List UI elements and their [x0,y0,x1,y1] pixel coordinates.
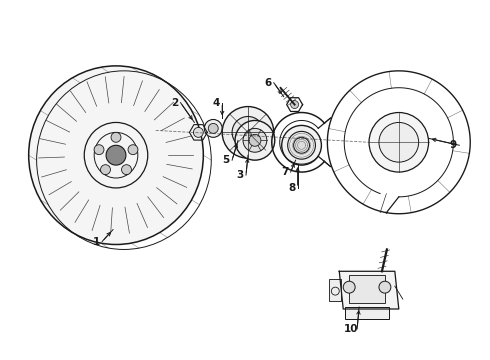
Circle shape [288,131,316,159]
Text: 8: 8 [288,183,295,193]
Circle shape [243,129,267,152]
Circle shape [369,113,429,172]
Circle shape [245,129,251,135]
Circle shape [222,107,274,158]
Bar [349,275,385,303]
Ellipse shape [94,132,138,178]
Ellipse shape [94,145,104,155]
Circle shape [235,121,275,160]
Ellipse shape [29,66,203,244]
Bar [329,279,341,301]
Ellipse shape [111,132,121,142]
Circle shape [204,120,222,137]
Ellipse shape [100,165,110,175]
Text: 1: 1 [93,237,100,247]
Circle shape [291,100,298,109]
Text: 4: 4 [213,98,220,108]
Ellipse shape [106,145,126,165]
Text: 10: 10 [344,324,358,334]
Circle shape [343,281,355,293]
Ellipse shape [128,145,138,155]
Text: 6: 6 [264,78,271,88]
Bar [345,307,389,319]
Ellipse shape [122,165,131,175]
Circle shape [379,122,418,162]
Circle shape [208,123,218,133]
Text: 7: 7 [281,167,289,177]
Polygon shape [339,271,399,309]
Text: 5: 5 [222,155,230,165]
Text: 2: 2 [171,98,178,108]
Circle shape [232,117,264,148]
Circle shape [194,127,203,137]
Text: 9: 9 [450,140,457,150]
Text: 3: 3 [236,170,244,180]
Ellipse shape [84,122,148,188]
Circle shape [249,134,261,146]
Circle shape [240,125,256,140]
Circle shape [282,125,321,165]
Circle shape [294,137,310,153]
Circle shape [379,281,391,293]
